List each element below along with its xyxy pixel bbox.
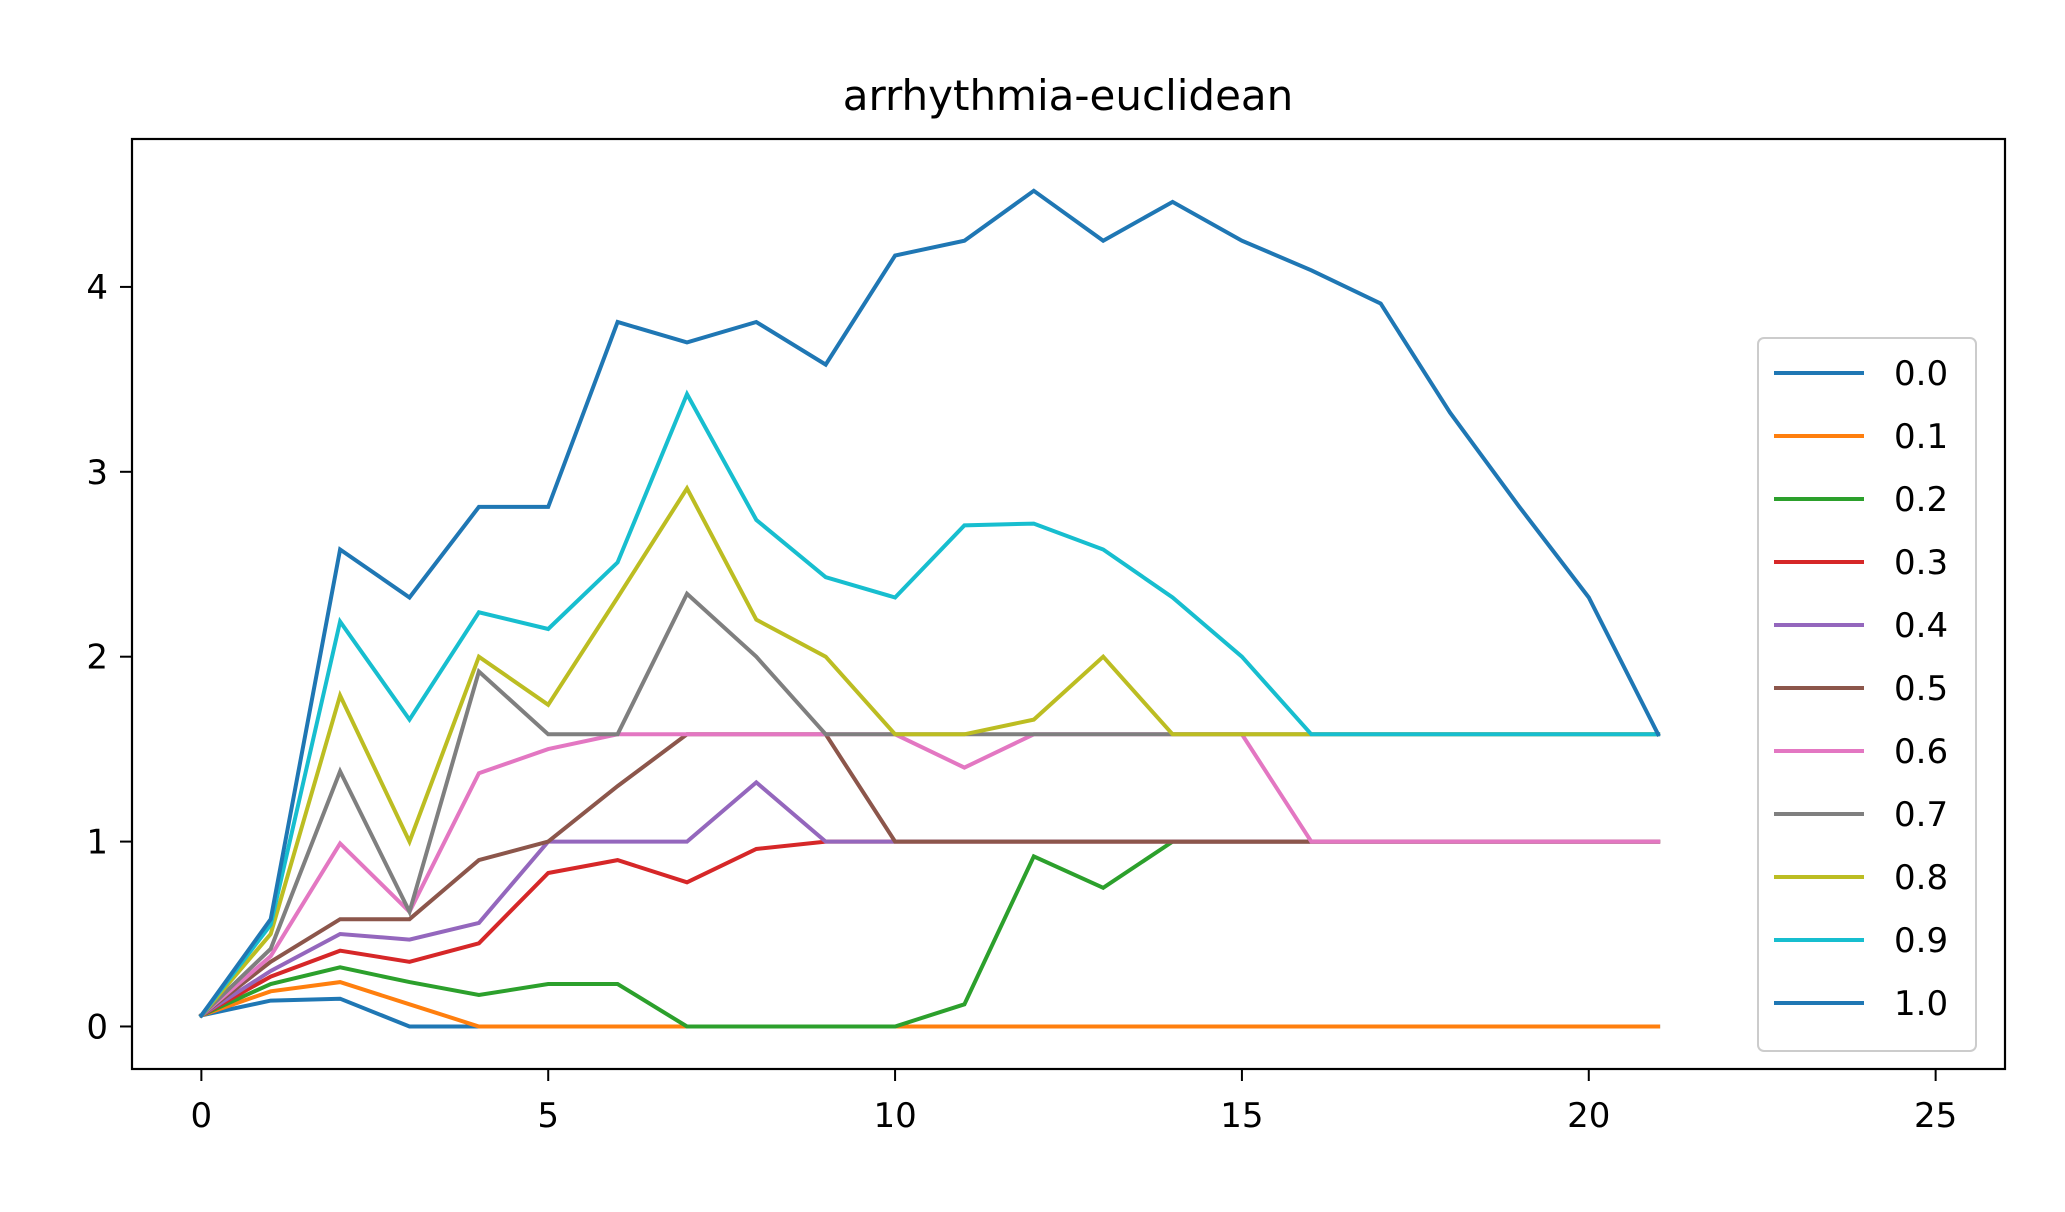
x-tick-label: 0 [191,1096,213,1136]
y-tick-label: 0 [86,1007,108,1047]
x-tick-label: 10 [873,1096,916,1136]
chart-title: arrhythmia-euclidean [843,71,1294,120]
x-tick-label: 15 [1220,1096,1263,1136]
legend-label-1.0: 1.0 [1894,984,1948,1024]
legend-label-0.7: 0.7 [1894,795,1948,835]
axes-layer: 0 5 10 15 20 25 0 1 2 3 4 [86,137,2007,1136]
series-line-0.6 [198,732,1661,1019]
legend-label-0.4: 0.4 [1894,606,1948,646]
legend-label-0.5: 0.5 [1894,669,1948,709]
series-line-1.0 [198,188,1661,1019]
legend-label-0.6: 0.6 [1894,732,1948,772]
legend: 0.0 0.1 0.2 0.3 0.4 0.5 0.6 0.7 0.8 0.9 1.0 [1757,337,1977,1052]
x-tick-label: 20 [1567,1096,1610,1136]
y-tick-label: 2 [86,638,108,678]
series-line-0.9 [198,389,1661,1019]
legend-label-0.1: 0.1 [1894,417,1948,457]
plot-frame [130,137,2007,1071]
y-tick-label: 3 [86,453,108,493]
series-line-0.1 [198,980,1661,1029]
x-tick-label: 5 [537,1096,559,1136]
legend-label-0.2: 0.2 [1894,480,1948,520]
legend-label-0.9: 0.9 [1894,921,1948,961]
x-tick-label: 25 [1914,1096,1957,1136]
y-tick-label: 4 [86,268,108,308]
y-tick-label: 1 [86,823,108,863]
legend-label-0.8: 0.8 [1894,858,1948,898]
legend-box [1757,337,1977,1052]
legend-label-0.0: 0.0 [1894,354,1948,394]
series-layer [198,188,1661,1029]
legend-label-0.3: 0.3 [1894,543,1948,583]
